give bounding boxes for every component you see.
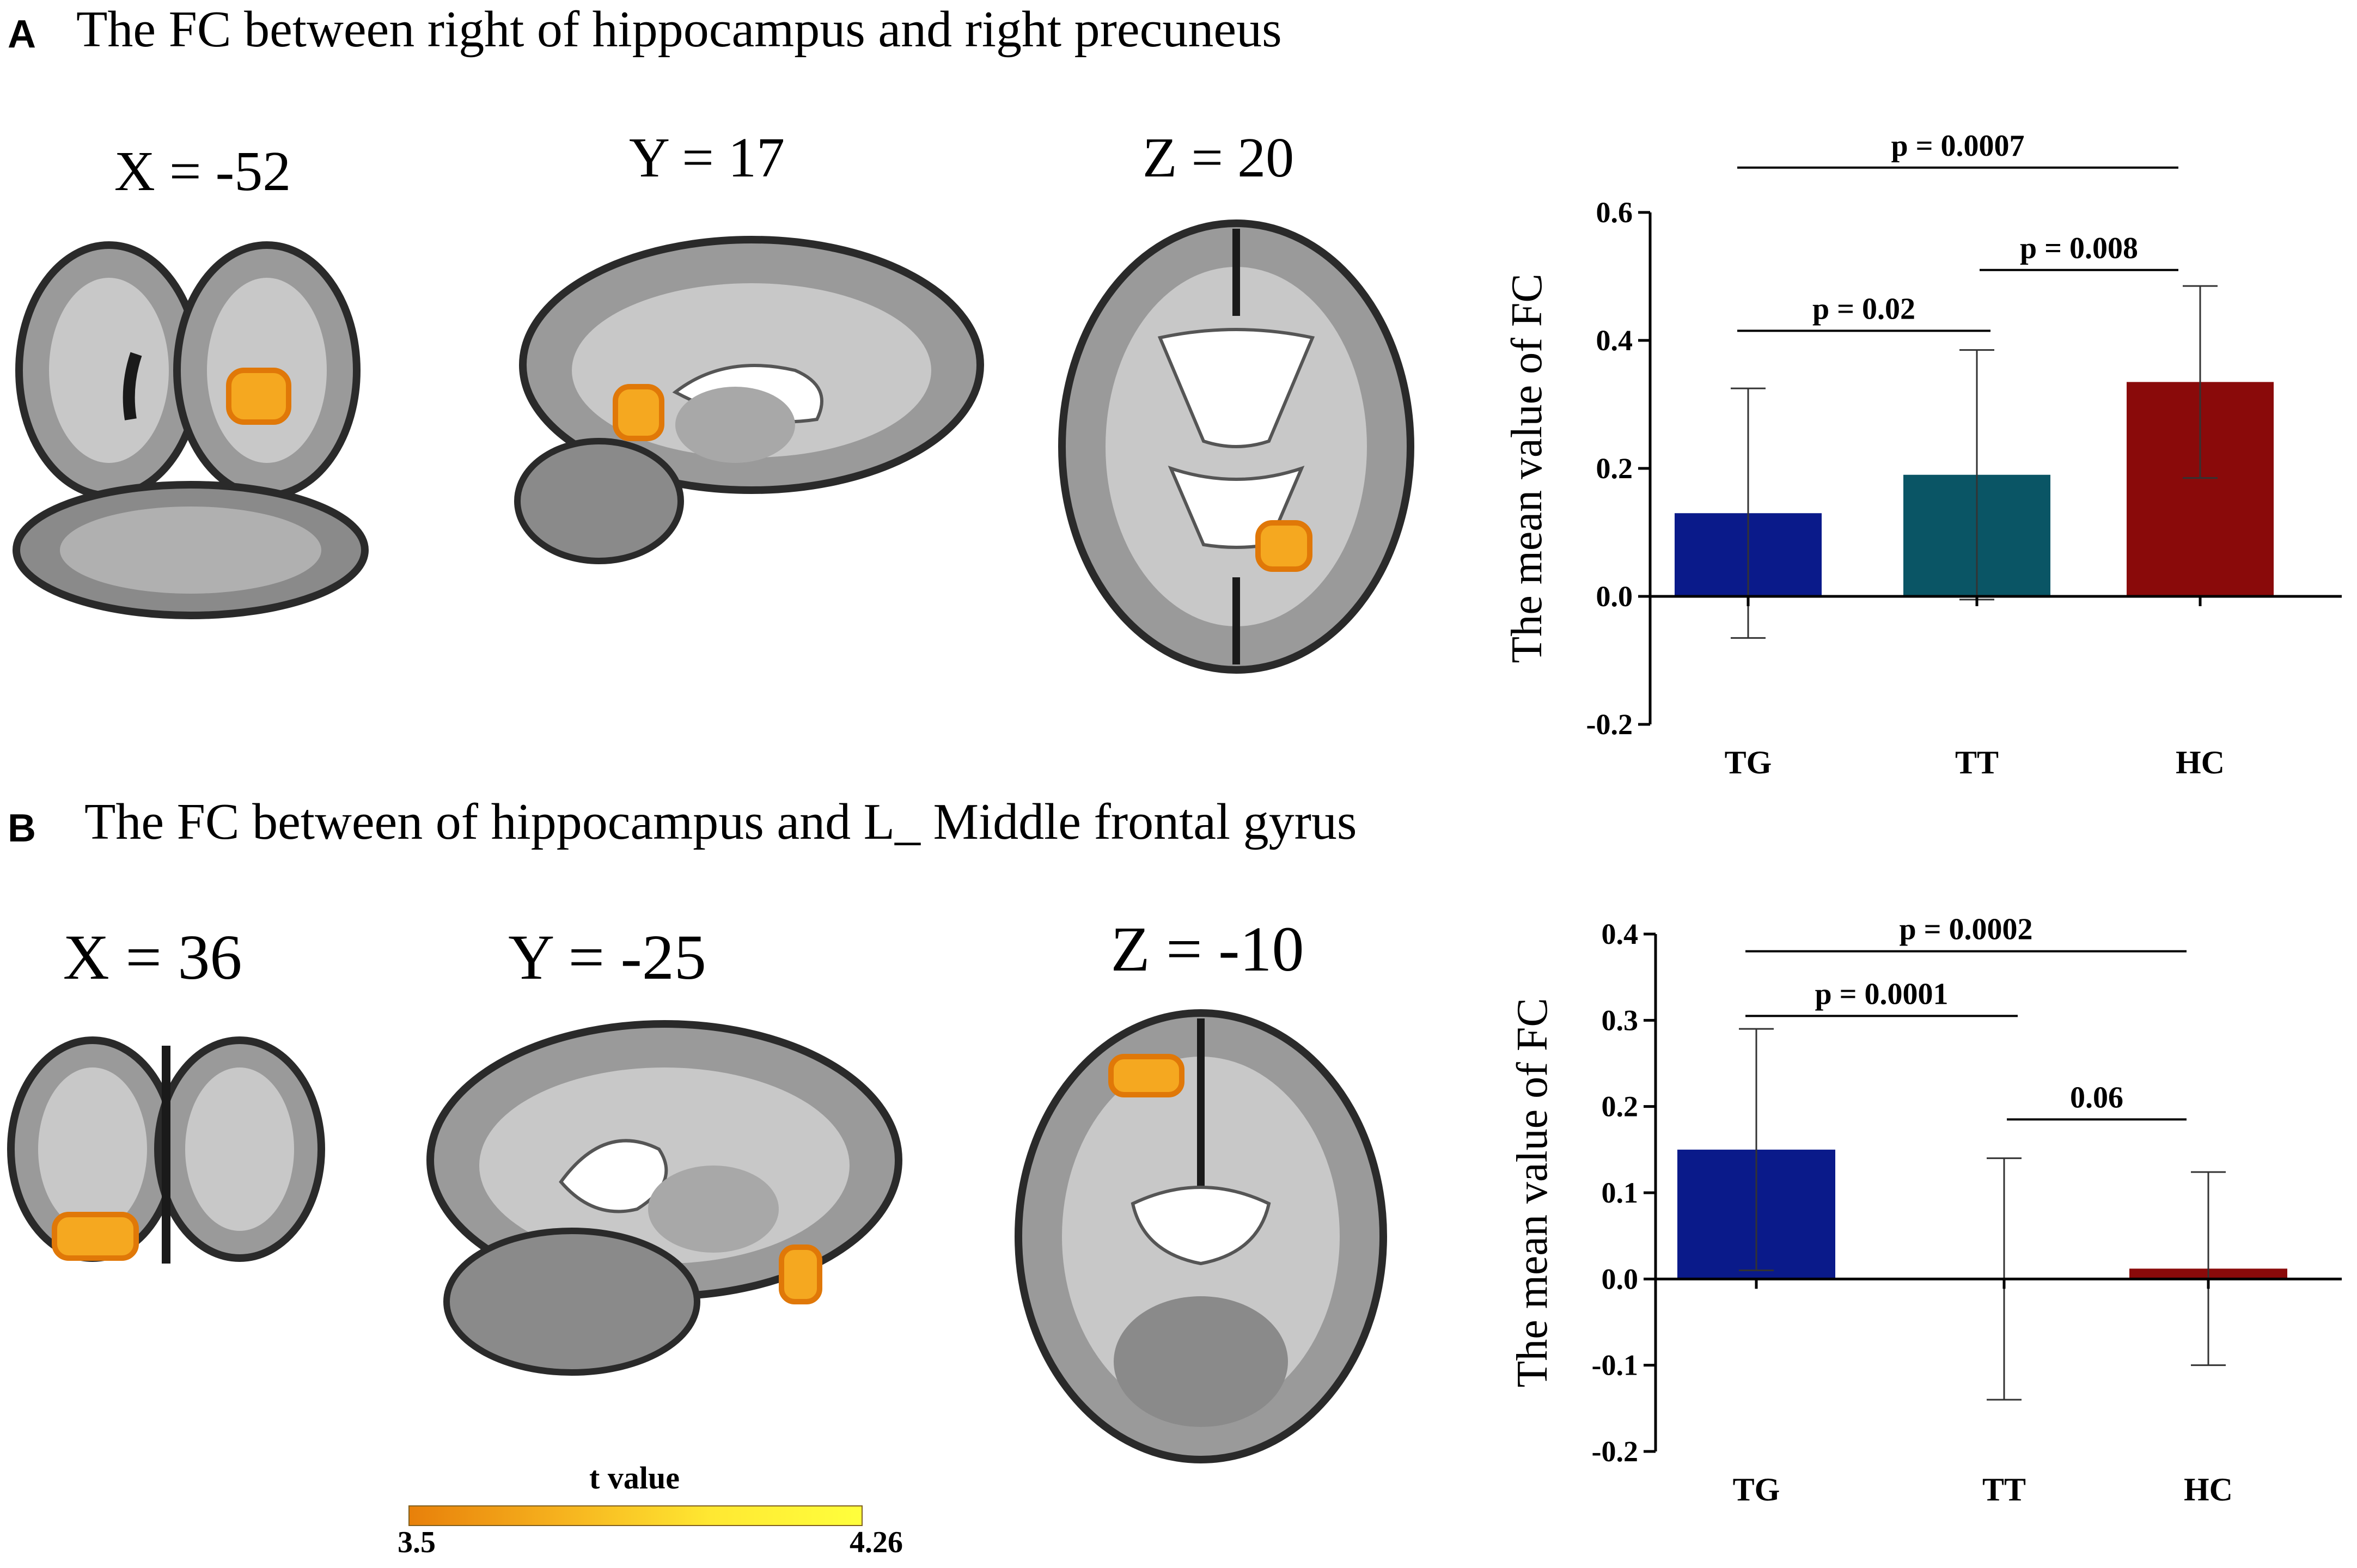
y-tick-label: 0.1 <box>1602 1176 1639 1209</box>
y-axis-title: The mean value of FC <box>1503 273 1551 663</box>
sagittal-icon <box>426 1020 902 1376</box>
y-tick-label: 0.2 <box>1602 1090 1639 1123</box>
activation-blob-a3 <box>1255 520 1312 572</box>
t-value-colorbar: t value 3.5 4.26 <box>398 1460 903 1559</box>
significance-label: p = 0.008 <box>2020 231 2138 265</box>
x-tick-label-tg: TG <box>1733 1472 1780 1508</box>
significance-label: p = 0.02 <box>1812 292 1915 326</box>
slice-label-b-z: Z = -10 <box>1110 913 1304 985</box>
colorbar-max: 4.26 <box>850 1526 903 1559</box>
significance-label: p = 0.0007 <box>1891 129 2024 163</box>
coronal-icon <box>13 241 369 619</box>
brain-sagittal-b <box>426 1020 902 1376</box>
x-tick-label-hc: HC <box>2184 1472 2233 1508</box>
colorbar-title: t value <box>589 1460 680 1496</box>
sagittal-icon <box>514 236 984 564</box>
x-tick-label-hc: HC <box>2176 745 2225 780</box>
x-tick-label-tg: TG <box>1725 745 1772 780</box>
slice-label-b-y: Y = -25 <box>508 922 706 993</box>
bar-chart-b: -0.2 -0.1 0.0 0.1 0.2 0.3 0.4 The mean value of… <box>1509 913 2342 1508</box>
significance-label: 0.06 <box>2070 1081 2123 1114</box>
activation-blob-a1 <box>226 368 291 425</box>
colorbar-min: 3.5 <box>398 1526 436 1559</box>
axial-icon <box>1058 219 1414 674</box>
activation-blob-b3 <box>1108 1054 1184 1097</box>
slice-label-b-x: X = 36 <box>63 922 242 993</box>
colorbar-gradient <box>408 1505 863 1526</box>
slice-label-a-z: Z = 20 <box>1142 126 1294 189</box>
y-tick-label: 0.3 <box>1602 1004 1639 1036</box>
slice-label-a-x: X = -52 <box>114 140 291 203</box>
y-tick-label: 0.0 <box>1596 580 1633 613</box>
activation-blob-b2 <box>779 1244 822 1304</box>
y-tick-label: -0.2 <box>1586 708 1633 741</box>
brain-axial-a <box>1058 219 1414 674</box>
panel-title-a: The FC between right of hippocampus and … <box>76 1 1282 58</box>
activation-blob-b1 <box>52 1212 139 1261</box>
y-axis-title: The mean value of FC <box>1509 998 1556 1387</box>
x-tick-label-tt: TT <box>1982 1472 2026 1508</box>
y-tick-label: 0.4 <box>1596 324 1633 357</box>
y-tick-label: 0.2 <box>1596 452 1633 485</box>
panel-letter-b: B <box>8 807 36 850</box>
y-tick-label: -0.1 <box>1592 1349 1638 1382</box>
y-tick-label: 0.6 <box>1596 196 1633 229</box>
brain-coronal-b <box>7 1036 325 1264</box>
bar-chart-a: -0.2 0.0 0.2 0.4 0.6 The mean value of FC TG TT… <box>1503 129 2342 780</box>
x-tick-label-tt: TT <box>1955 745 1999 780</box>
y-tick-label: 0.0 <box>1602 1262 1639 1295</box>
axial-icon <box>1015 1009 1387 1463</box>
brain-axial-b <box>1015 1009 1387 1463</box>
coronal-icon <box>7 1036 325 1264</box>
y-tick-label: -0.2 <box>1592 1435 1638 1468</box>
significance-label: p = 0.0001 <box>1815 977 1948 1011</box>
brain-sagittal-a <box>514 236 984 564</box>
y-tick-label: 0.4 <box>1602 918 1639 950</box>
panel-letter-a: A <box>8 13 36 56</box>
panel-title-b: The FC between of hippocampus and L_ Mid… <box>84 794 1357 850</box>
significance-label: p = 0.0002 <box>1899 913 2032 947</box>
activation-blob-a2 <box>613 384 664 441</box>
brain-coronal-a <box>13 241 369 619</box>
slice-label-a-y: Y = 17 <box>629 126 785 189</box>
